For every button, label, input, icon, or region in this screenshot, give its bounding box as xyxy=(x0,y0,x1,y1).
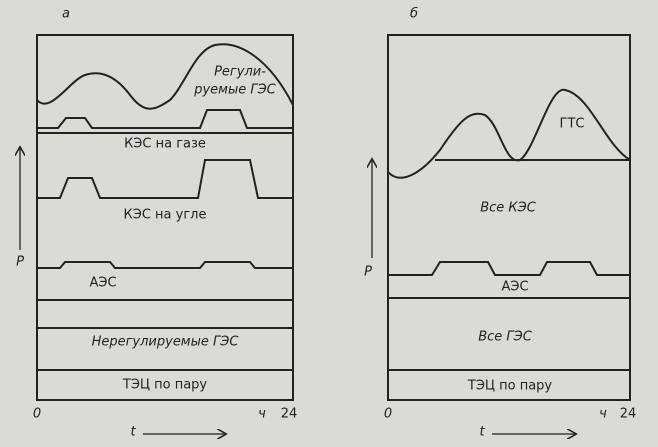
layer-label: КЭС на угле xyxy=(124,208,207,223)
layer-label: руемые ГЭС xyxy=(193,83,276,98)
panel-a: а Регули- руемые ГЭС КЭС на газе КЭС на … xyxy=(16,7,297,440)
layer-label: АЭС xyxy=(501,280,528,295)
unit-label: ч xyxy=(599,407,607,422)
frame xyxy=(36,34,294,401)
panel-label: а xyxy=(62,7,70,22)
curve xyxy=(387,88,631,179)
curve xyxy=(388,261,630,276)
layer-label: Все КЭС xyxy=(480,201,537,216)
layer-label: Регули- xyxy=(214,65,266,80)
origin-label: 0 xyxy=(384,407,392,422)
layer-label: ТЭЦ по пару xyxy=(467,379,553,394)
layer-label: ТЭЦ по пару xyxy=(122,378,208,393)
end-label: 24 xyxy=(281,407,298,422)
curve xyxy=(37,109,293,129)
layer-label: КЭС на газе xyxy=(124,137,206,152)
panel-label: б xyxy=(410,7,418,22)
curve xyxy=(37,261,293,269)
layer-label: Все ГЭС xyxy=(478,330,533,345)
panel-b: б ГТС Все КЭС АЭС Все ГЭС ТЭЦ по пару P … xyxy=(364,7,636,440)
x-label: t xyxy=(130,425,136,440)
curve xyxy=(36,43,294,110)
end-label: 24 xyxy=(620,407,637,422)
y-label: P xyxy=(364,265,372,280)
x-label: t xyxy=(479,425,485,440)
unit-label: ч xyxy=(258,407,266,422)
layer-label: ГТС xyxy=(560,117,585,132)
layer-label: АЭС xyxy=(89,276,116,291)
curve xyxy=(37,159,293,199)
layer-label: Нерегулируемые ГЭС xyxy=(92,335,240,350)
frame xyxy=(387,34,631,401)
y-label: P xyxy=(16,255,24,270)
origin-label: 0 xyxy=(33,407,41,422)
